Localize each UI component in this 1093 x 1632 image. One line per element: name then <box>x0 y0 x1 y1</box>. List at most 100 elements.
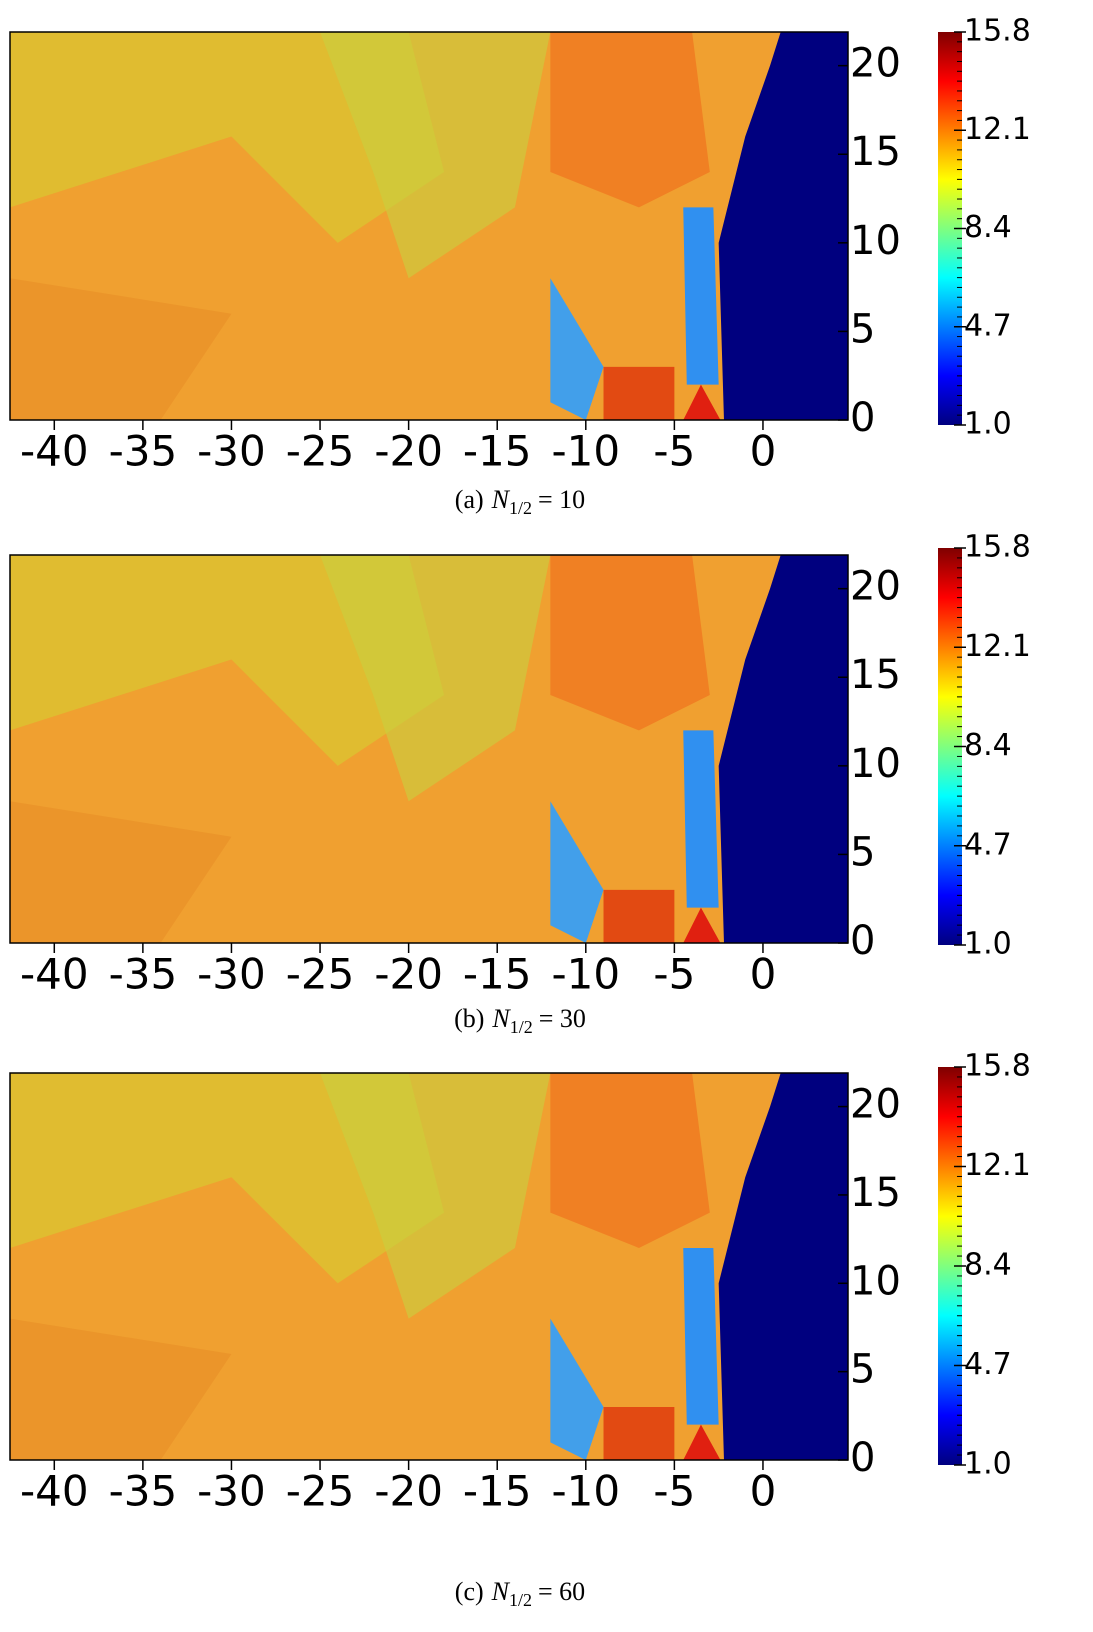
field-region <box>550 801 604 943</box>
caption-var: N <box>491 1577 511 1606</box>
colorbar-tick-label: 15.8 <box>964 14 1031 49</box>
caption-eq: = 60 <box>538 1577 585 1606</box>
field-region <box>718 32 848 420</box>
caption: (b) N1/2 = 30 <box>454 1004 586 1037</box>
colorbar-tick-label: 12.1 <box>964 629 1031 664</box>
field-region <box>10 555 445 766</box>
plot-frame <box>9 31 849 421</box>
x-tick-label: -35 <box>109 1467 178 1516</box>
x-tick-label: -5 <box>653 427 695 476</box>
x-tick-label: -40 <box>20 1467 89 1516</box>
caption: (a) N1/2 = 10 <box>455 485 585 518</box>
y-tick-label: 15 <box>850 652 901 698</box>
caption-sub: 1/2 <box>509 498 532 518</box>
field-region <box>10 1073 445 1284</box>
y-tick-label: 0 <box>850 395 875 441</box>
colorbar-tick-label: 4.7 <box>964 308 1012 343</box>
colorbar-tick-label: 1.0 <box>964 407 1012 442</box>
field-region <box>683 207 719 385</box>
x-tick-label: -5 <box>653 950 695 999</box>
x-tick-label: -10 <box>551 950 620 999</box>
colorbar-tick-label: 1.0 <box>964 927 1012 962</box>
x-tick-label: -20 <box>374 1467 443 1516</box>
colorbar-tick-label: 4.7 <box>964 1347 1012 1382</box>
field-region <box>320 1073 551 1319</box>
x-tick-label: -15 <box>463 427 532 476</box>
colorbar-tick-label: 8.4 <box>964 728 1012 763</box>
field-region <box>683 1247 719 1425</box>
x-tick-label: -30 <box>197 427 266 476</box>
y-tick-label: 20 <box>850 1082 901 1128</box>
field-region <box>10 278 232 420</box>
colorbar-tick-label: 12.1 <box>964 112 1031 147</box>
y-tick-label: 0 <box>850 918 875 964</box>
field-region <box>10 1318 232 1460</box>
y-tick-label: 0 <box>850 1435 875 1481</box>
colorbar-tick-label: 1.0 <box>964 1447 1012 1482</box>
caption-label: (a) <box>455 485 484 514</box>
field-region <box>683 907 721 943</box>
y-tick-label: 20 <box>850 41 901 87</box>
caption: (c) N1/2 = 60 <box>455 1577 585 1610</box>
colorbar-tick-label: 15.8 <box>964 1049 1031 1084</box>
field <box>10 555 848 943</box>
field <box>10 1073 848 1460</box>
colorbar-tick-label: 8.4 <box>964 210 1012 245</box>
field-region <box>718 1073 848 1460</box>
plot-frame <box>9 1072 849 1461</box>
field-region <box>10 801 232 943</box>
y-tick-label: 15 <box>850 1170 901 1216</box>
x-tick-label: 0 <box>750 1467 777 1516</box>
x-tick-label: 0 <box>750 427 777 476</box>
y-tick-label: 15 <box>850 129 901 175</box>
field-region <box>603 366 675 420</box>
y-tick-label: 5 <box>850 1347 875 1393</box>
field-region <box>683 730 719 908</box>
y-tick-label: 5 <box>850 306 875 352</box>
x-tick-label: -40 <box>20 427 89 476</box>
field-region <box>550 32 710 208</box>
x-tick-label: -30 <box>197 1467 266 1516</box>
caption-var: N <box>491 1004 511 1033</box>
field-region <box>10 32 445 243</box>
x-tick-label: -10 <box>551 1467 620 1516</box>
x-tick-label: -5 <box>653 1467 695 1516</box>
field-region <box>603 1406 675 1460</box>
field-region <box>550 278 604 420</box>
x-tick-label: -10 <box>551 427 620 476</box>
colorbar-tick-label: 4.7 <box>964 827 1012 862</box>
x-tick-label: -25 <box>286 1467 355 1516</box>
x-tick-label: -30 <box>197 950 266 999</box>
caption-label: (b) <box>454 1004 484 1033</box>
field-region <box>550 555 710 731</box>
colorbar-tick-label: 8.4 <box>964 1248 1012 1283</box>
x-tick-label: -35 <box>109 950 178 999</box>
x-tick-label: -20 <box>374 950 443 999</box>
colorbar-tick-label: 15.8 <box>964 530 1031 565</box>
caption-sub: 1/2 <box>510 1017 533 1037</box>
caption-eq: = 30 <box>539 1004 586 1033</box>
field <box>10 32 848 420</box>
field-region <box>320 555 551 802</box>
field-region <box>603 889 675 943</box>
x-tick-label: -35 <box>109 427 178 476</box>
caption-var: N <box>491 485 511 514</box>
x-tick-label: -15 <box>463 1467 532 1516</box>
field-region <box>320 32 551 279</box>
field-region <box>683 1424 721 1460</box>
x-tick-label: -20 <box>374 427 443 476</box>
colorbar-tick-label: 12.1 <box>964 1148 1031 1183</box>
field-region <box>683 384 721 420</box>
x-tick-label: -15 <box>463 950 532 999</box>
x-tick-label: 0 <box>750 950 777 999</box>
y-tick-label: 10 <box>850 218 901 264</box>
x-tick-label: -25 <box>286 427 355 476</box>
caption-sub: 1/2 <box>509 1590 532 1610</box>
field-region <box>718 555 848 943</box>
y-tick-label: 20 <box>850 564 901 610</box>
y-tick-label: 10 <box>850 741 901 787</box>
caption-eq: = 10 <box>538 485 585 514</box>
field-region <box>550 1073 710 1248</box>
y-tick-label: 10 <box>850 1258 901 1304</box>
